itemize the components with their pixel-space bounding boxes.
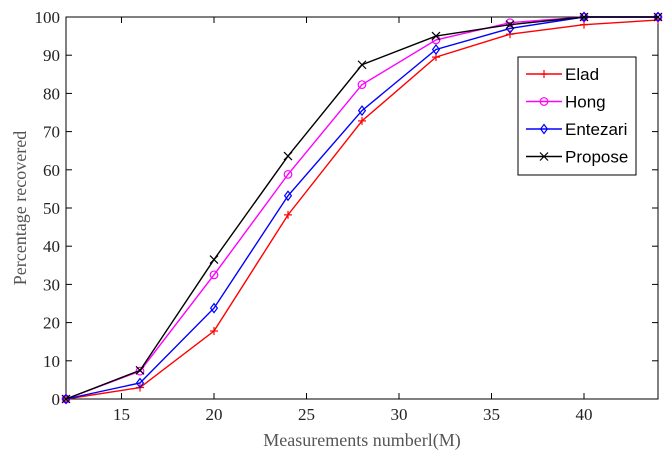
data-point-propose (579, 12, 589, 22)
data-point-propose (209, 255, 219, 264)
data-point-propose (283, 151, 293, 161)
legend-marker-entezari (539, 123, 549, 135)
series-line-entezari (65, 16, 658, 400)
legend-label-propose: Propose (565, 148, 628, 167)
x-tick-label: 30 (391, 405, 408, 424)
y-tick-label: 10 (43, 352, 60, 371)
data-point-propose (357, 60, 367, 70)
series-propose (61, 12, 663, 404)
data-point-entezari (357, 105, 367, 117)
data-point-propose (135, 365, 145, 375)
y-axis-label: Percentage recovered (10, 131, 30, 285)
y-tick-label: 20 (43, 314, 60, 333)
legend-item-hong: Hong (526, 93, 606, 112)
y-tick-label: 70 (43, 123, 60, 142)
data-point-hong (357, 80, 367, 90)
legend-marker-propose (539, 152, 549, 161)
y-tick-label: 60 (43, 161, 60, 180)
x-tick-label: 35 (483, 405, 500, 424)
legend-item-elad: Elad (526, 65, 599, 84)
x-axis-label: Measurements numberl(M) (263, 430, 460, 451)
data-point-elad (358, 116, 366, 125)
data-point-elad (284, 210, 292, 219)
data-point-entezari (283, 190, 293, 202)
y-tick-label: 40 (43, 237, 60, 256)
data-point-propose (653, 12, 663, 22)
legend-marker-hong (539, 97, 549, 106)
y-tick-label: 50 (43, 199, 60, 218)
data-point-entezari (431, 43, 441, 55)
data-point-hong (505, 18, 515, 28)
y-tick-label: 100 (35, 8, 61, 27)
data-point-hong (209, 270, 219, 280)
x-tick-label: 40 (576, 405, 593, 424)
data-point-hong (283, 169, 293, 179)
x-tick-label: 20 (206, 405, 223, 424)
data-point-propose (431, 31, 441, 41)
data-point-entezari (135, 377, 145, 389)
data-point-propose (61, 394, 71, 404)
y-tick-label: 30 (43, 275, 60, 294)
legend-marker-elad (540, 70, 548, 78)
data-point-propose (505, 20, 515, 30)
legend-item-propose: Propose (526, 148, 628, 167)
x-tick-label: 25 (298, 405, 315, 424)
legend: Elad Hong Entezari Propose (517, 56, 637, 176)
legend-label-elad: Elad (565, 65, 599, 84)
legend-box (517, 56, 637, 176)
series-layer (61, 11, 663, 405)
legend-label-entezari: Entezari (565, 120, 627, 139)
y-tick-label: 90 (43, 46, 60, 65)
y-tick-label: 80 (43, 84, 60, 103)
legend-label-hong: Hong (565, 93, 606, 112)
data-point-elad (506, 30, 514, 39)
x-tick-label: 15 (113, 405, 130, 424)
legend-item-entezari: Entezari (526, 120, 627, 139)
data-point-elad (210, 327, 218, 336)
y-tick-label: 0 (52, 390, 61, 409)
axis-ticks: 15 20 25 30 35 40 0 10 20 30 40 50 60 70 80 90 100 (35, 8, 658, 424)
data-point-entezari (209, 302, 219, 314)
